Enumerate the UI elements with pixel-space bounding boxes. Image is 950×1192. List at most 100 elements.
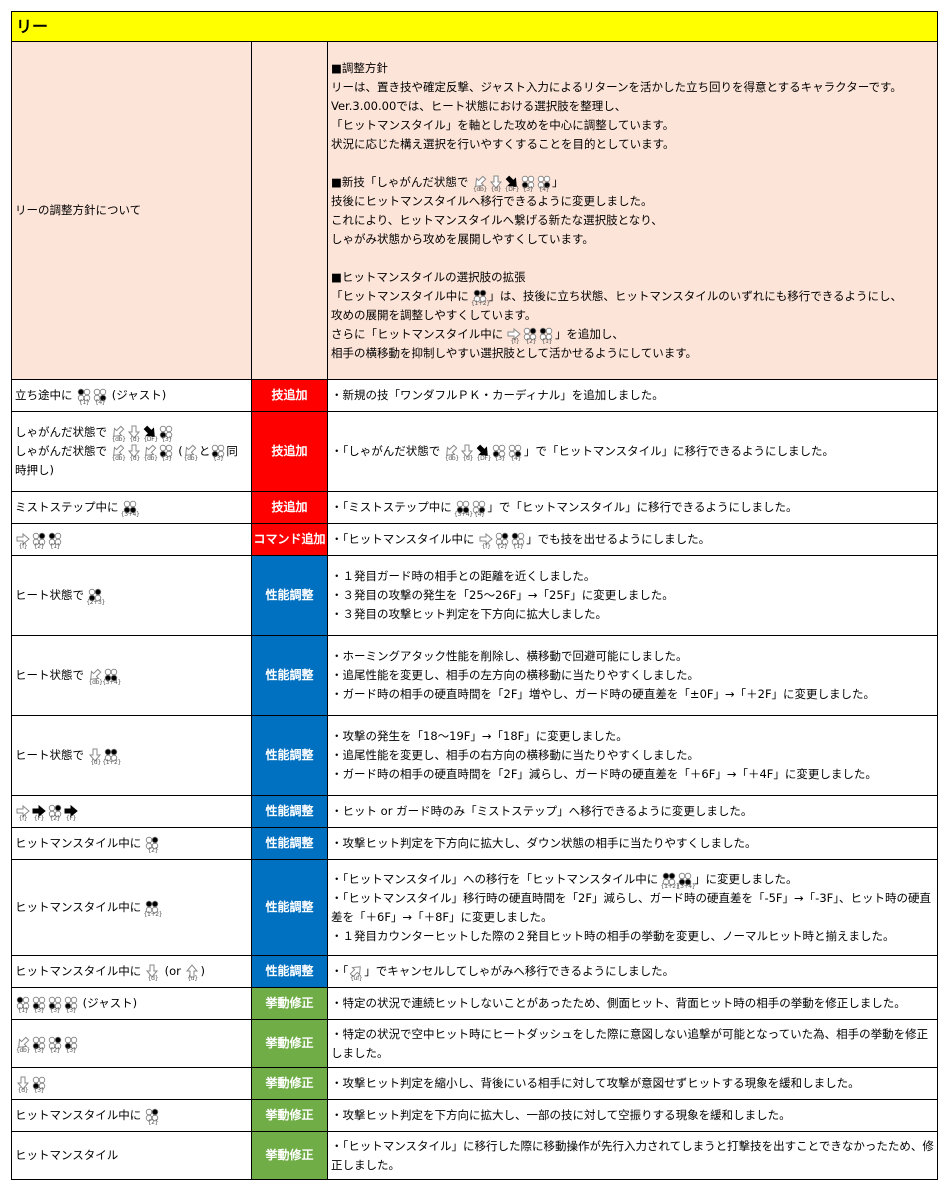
move-command: ヒットマンスタイル中に {1+2} — [15, 900, 163, 918]
note-line: ・攻撃の発生を「18～19F」→「18F」に変更しました。 — [331, 729, 628, 743]
arrow-d-icon: {d} — [460, 444, 475, 462]
note-line: ・「ミストステップ中に {3+4} {4} 」で「ヒットマンスタイル」に移行できるよ… — [331, 500, 798, 518]
notes-cell: ・攻撃の発生を「18～19F」→「18F」に変更しました。・追尾性能を変更し、相… — [327, 715, 938, 796]
arrow-f-icon: {f} — [16, 532, 31, 550]
intro-row: リーの調整方針について ■調整方針 リーは、置き技や確定反撃、ジャスト入力によるリ… — [11, 41, 938, 380]
note-line: ・「ヒットマンスタイル」移行時の硬直時間を「2F」減らし、ガード時の硬直差を「-… — [331, 890, 931, 924]
intro-text: ■調整方針 リーは、置き技や確定反撃、ジャスト入力によるリターンを活かした立ち回り… — [327, 41, 938, 380]
arrow-db-icon: {db} — [183, 444, 198, 462]
change-type-badge: 挙動修正 — [251, 1099, 328, 1132]
move-command: ヒットマンスタイル中に {2} — [15, 1106, 248, 1126]
notes-cell: ・攻撃ヒット判定を縮小し、背後にいる相手に対して攻撃が意図せずヒットする現象を緩… — [327, 1067, 938, 1100]
button-3-icon: {3} — [159, 444, 174, 462]
notes-cell: ・「 {uf} 」でキャンセルしてしゃがみへ移行できるようにしました。 — [327, 955, 938, 988]
note-line: ・「ヒットマンスタイル」に移行した際に移動操作が先行入力されてしまうと打撃技を出… — [331, 1138, 934, 1172]
move-cell: {1} {3} {3} {3} (ジャスト) — [11, 987, 252, 1020]
move-command: ヒート状態で {db} {3+4} — [15, 668, 122, 686]
note-line: ・１発目ガード時の相手との距離を近くしました。 — [331, 569, 596, 583]
intro-line: Ver.3.00.00では、ヒート状態における選択肢を整理し、 — [331, 98, 627, 113]
move-command: 立ち途中に {1} {4} (ジャスト) — [15, 388, 167, 406]
change-type-badge: 技追加 — [251, 491, 328, 524]
button-2-icon: {2} — [32, 532, 47, 550]
arrow-d-icon: {d} — [127, 425, 142, 443]
note-line: ・「ヒットマンスタイル」への移行を「ヒットマンスタイル中に {1+2} {3+4}… — [331, 871, 798, 890]
change-type-badge: 性能調整 — [251, 555, 328, 636]
arrow-db-icon: {db} — [111, 444, 126, 462]
intro-line — [331, 154, 934, 173]
move-cell: ヒットマンスタイル中に {d} (or {u}) — [11, 955, 252, 988]
note-line: ・特定の状況で空中ヒット時にヒートダッシュをした際に意図しない追撃が可能となって… — [331, 1026, 929, 1060]
button-1-2-icon: {1+2} — [144, 900, 163, 918]
move-command: ヒットマンスタイル中に {d} (or {u}) — [15, 964, 205, 982]
arrow-f-icon: {F} — [64, 804, 79, 822]
button-3-icon: {3} — [211, 444, 226, 462]
move-command: しゃがんだ状態で {db} {d} {db} {3} ({db} と {3} 同時押し) — [15, 444, 238, 477]
move-command: ヒットマンスタイル中に {2} — [15, 834, 248, 854]
change-row: {1} {3} {3} {3} (ジャスト) 挙動修正 ・特定の状況で連続ヒットしないこと… — [11, 987, 938, 1020]
move-cell: ヒート状態で {2+3} — [11, 555, 252, 636]
button-1-icon: {1} — [539, 327, 554, 344]
arrow-db-icon: {db} — [444, 444, 459, 462]
button-4-icon: {4} — [93, 388, 108, 406]
move-command: {d} {3} — [15, 1074, 248, 1094]
arrow-f-icon: {F} — [32, 804, 47, 822]
button-3-4-icon: {3+4} — [102, 668, 121, 686]
button-3-icon: {3} — [32, 1036, 47, 1054]
move-cell: 立ち途中に {1} {4} (ジャスト) — [11, 379, 252, 412]
arrow-df-icon: {DF} — [476, 444, 491, 462]
change-row: ヒート状態で {2+3} 性能調整 ・１発目ガード時の相手との距離を近くしました。・… — [11, 555, 938, 636]
notes-cell: ・攻撃ヒット判定を下方向に拡大し、ダウン状態の相手に当たりやすくしました。 — [327, 827, 938, 860]
change-row: {f} {F} {2} {F} 性能調整 ・ヒット or ガード時のみ「ミストステップ」へ… — [11, 795, 938, 828]
arrow-d-icon: {d} — [145, 964, 160, 982]
note-line: ・特定の状況で連続ヒットしないことがあったため、側面ヒット、背面ヒット時の相手の… — [331, 996, 906, 1010]
button-2-icon: {2} — [145, 836, 160, 854]
note-line: ・追尾性能を変更し、相手の左方向の横移動に当たりやすくしました。 — [331, 668, 699, 682]
arrow-u-icon: {u} — [185, 964, 200, 982]
button-3-icon: {3} — [48, 996, 63, 1014]
note-line: ・３発目の攻撃ヒット判定を下方向に拡大しました。 — [331, 607, 607, 621]
move-cell: ヒート状態で {db} {3+4} — [11, 635, 252, 716]
button-1-2-icon: {1+2} — [661, 872, 680, 889]
button-1-2-icon: {1+2} — [471, 289, 490, 306]
note-line: ・攻撃ヒット判定を下方向に拡大し、一部の技に対して空振りする現象を緩和しました。 — [331, 1108, 791, 1122]
note-line: ・「 {uf} 」でキャンセルしてしゃがみへ移行できるようにしました。 — [331, 964, 675, 982]
change-row: しゃがんだ状態で {db} {d} {DF} {3} しゃがんだ状態で {db} {d}{… — [11, 411, 938, 492]
move-cell: ヒート状態で {d} {1+2} — [11, 715, 252, 796]
change-row: ヒットマンスタイル中に {2} 挙動修正 ・攻撃ヒット判定を下方向に拡大し、一部の技… — [11, 1099, 938, 1132]
move-cell: {db} {3} {2} {3} — [11, 1019, 252, 1068]
note-line: ・追尾性能を変更し、相手の右方向の横移動に当たりやすくしました。 — [331, 748, 699, 762]
change-type-badge: 性能調整 — [251, 795, 328, 828]
button-1-2-icon: {1+2} — [102, 748, 121, 766]
notes-cell: ・「ヒットマンスタイル中に {f} {2} {1} 」でも技を出せるようにしました。 — [327, 523, 938, 556]
button-3-icon: {3} — [492, 444, 507, 462]
move-cell: ミストステップ中に {3+4} — [11, 491, 252, 524]
button-4-icon: {4} — [472, 500, 487, 518]
button-3-icon: {3} — [32, 996, 47, 1014]
button-1-icon: {1} — [16, 996, 31, 1014]
change-type-badge: 性能調整 — [251, 955, 328, 988]
arrow-db-icon: {db} — [88, 668, 103, 686]
arrow-db-icon: {db} — [473, 175, 488, 192]
change-row: ヒットマンスタイル中に {2} 性能調整 ・攻撃ヒット判定を下方向に拡大し、ダウン状… — [11, 827, 938, 860]
button-4-icon: {4} — [537, 175, 552, 192]
intro-line: リーは、置き技や確定反撃、ジャスト入力によるリターンを活かした立ち回りを得意とす… — [331, 79, 902, 94]
move-command: ヒート状態で {2+3} — [15, 588, 106, 606]
change-row: ヒットマンスタイル中に {d} (or {u}) 性能調整 ・「 {uf} 」でキャンセ… — [11, 955, 938, 988]
arrow-db-icon: {db} — [143, 444, 158, 462]
button-3-4-icon: {3+4} — [454, 500, 473, 518]
note-line: ・攻撃ヒット判定を下方向に拡大し、ダウン状態の相手に当たりやすくしました。 — [331, 836, 757, 850]
intro-line: 相手の横移動を抑制しやすい選択肢として活かせるようにしています。 — [331, 345, 698, 360]
button-2-icon: {2} — [48, 1036, 63, 1054]
notes-cell: ・「ミストステップ中に {3+4} {4} 」で「ヒットマンスタイル」に移行できるよ… — [327, 491, 938, 524]
move-cell: ヒットマンスタイル中に {2} — [11, 827, 252, 860]
intro-line: しゃがみ状態から攻めを展開しやすくしています。 — [331, 231, 594, 246]
notes-cell: ・「ヒットマンスタイル」への移行を「ヒットマンスタイル中に {1+2} {3+4}… — [327, 859, 938, 956]
change-row: ヒート状態で {db} {3+4} 性能調整 ・ホーミングアタック性能を削除し、横移動… — [11, 635, 938, 716]
change-type-badge: 性能調整 — [251, 859, 328, 956]
move-cell: {d} {3} — [11, 1067, 252, 1100]
notes-cell: ・ヒット or ガード時のみ「ミストステップ」へ移行できるように変更しました。 — [327, 795, 938, 828]
button-2-icon: {2} — [495, 532, 510, 550]
button-3-icon: {3} — [521, 175, 536, 192]
note-line: ・「ヒットマンスタイル中に {f} {2} {1} 」でも技を出せるようにしました。 — [331, 532, 711, 550]
move-cell: {f} {F} {2} {F} — [11, 795, 252, 828]
